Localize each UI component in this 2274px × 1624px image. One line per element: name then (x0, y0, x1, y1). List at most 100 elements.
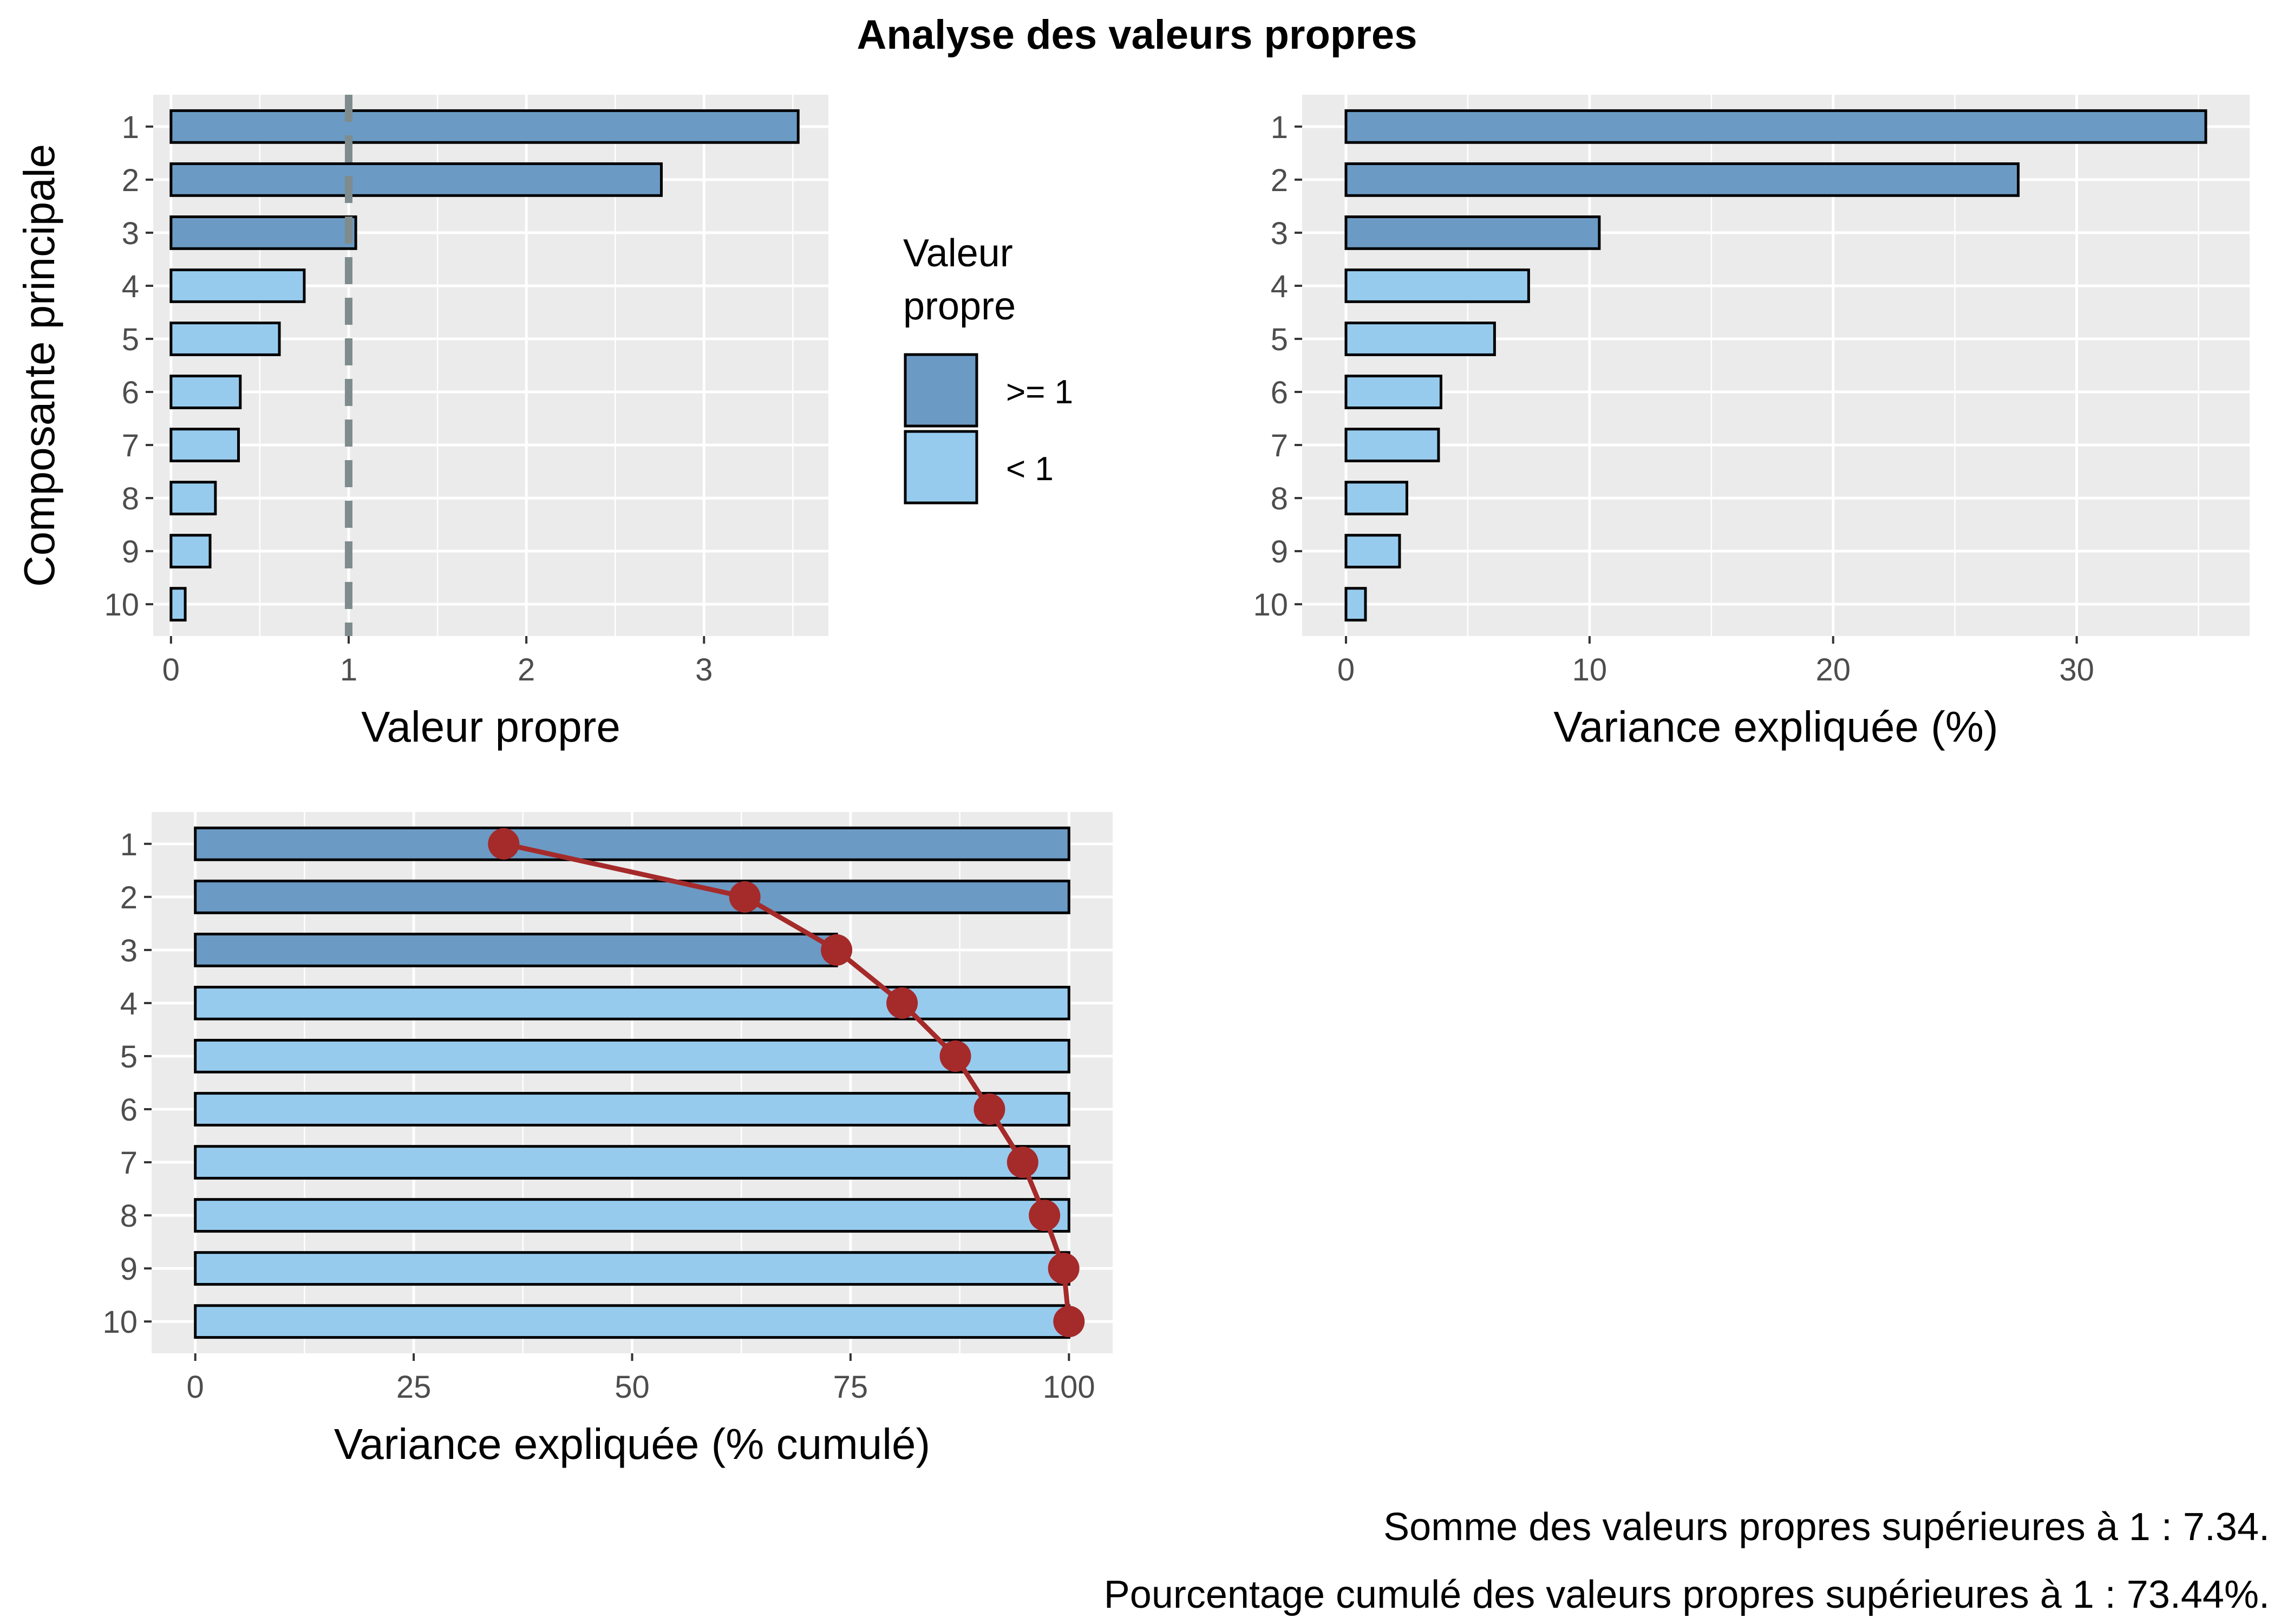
y-tick-label: 4 (122, 269, 139, 304)
bar-4 (169, 269, 306, 303)
legend-key-low (904, 430, 978, 505)
y-tick-label: 10 (104, 587, 139, 623)
y-tick-label: 2 (122, 163, 139, 198)
eigenvalue-panel: 1 2 3 4 5 6 7 8 9 10 0 1 2 3 Valeur propre Composante p… (15, 95, 828, 751)
bar-6 (194, 1092, 1070, 1127)
bar-8 (194, 1198, 1070, 1233)
bar-5 (194, 1039, 1070, 1073)
y-tick-label: 1 (122, 110, 139, 145)
bar-2 (169, 162, 663, 197)
y-tick-label: 9 (1271, 534, 1288, 569)
x-tick-label: 2 (518, 652, 535, 687)
x-tick-label: 30 (2059, 652, 2094, 687)
cumulative-line (503, 841, 1071, 1322)
legend: Valeur propre >= 1 < 1 (903, 232, 1073, 505)
bar-10 (169, 587, 187, 622)
legend-key-high (904, 353, 978, 428)
x-tick-label: 20 (1815, 652, 1851, 687)
bar-9 (169, 534, 212, 569)
y-tick-label: 7 (1271, 428, 1288, 463)
y-tick-label: 1 (120, 827, 138, 862)
y-tick-label: 9 (120, 1252, 138, 1287)
figure-title: Analyse des valeurs propres (857, 12, 1417, 58)
footer-line-1: Somme des valeurs propres supérieures à … (1383, 1505, 2270, 1549)
variance-panel: 1 2 3 4 5 6 7 8 9 10 0 10 20 30 Variance expliquée (%) (1253, 95, 2250, 751)
bar-10 (1344, 587, 1367, 622)
x-tick-label: 25 (396, 1370, 432, 1405)
bar-8 (1344, 481, 1408, 516)
bar-1 (194, 826, 1070, 861)
y-tick-label: 4 (120, 986, 138, 1021)
x-axis-title: Variance expliquée (%) (1553, 703, 1998, 751)
y-tick-label: 6 (120, 1092, 138, 1128)
bar-7 (1344, 428, 1440, 462)
x-tick-label: 0 (1337, 652, 1355, 687)
y-tick-label: 5 (120, 1039, 138, 1075)
x-tick-label: 75 (833, 1370, 868, 1405)
bar-2 (1344, 162, 2020, 197)
bar-7 (169, 428, 240, 462)
bar-2 (194, 879, 1070, 914)
bar-3 (169, 215, 357, 250)
x-tick-label: 0 (162, 652, 180, 687)
y-tick-label: 8 (120, 1199, 138, 1234)
bar-3 (194, 932, 838, 967)
y-tick-label: 1 (1271, 110, 1288, 145)
y-tick-label: 7 (122, 428, 139, 463)
y-tick-label: 6 (122, 375, 139, 410)
y-axis-title: Composante principale (15, 144, 63, 587)
x-tick-label: 100 (1043, 1370, 1095, 1405)
cumulative-point-2 (729, 881, 761, 913)
y-tick-label: 5 (1271, 322, 1288, 357)
bar-9 (194, 1251, 1070, 1286)
x-axis-title: Variance expliquée (% cumulé) (334, 1420, 930, 1468)
x-axis-title: Valeur propre (361, 703, 620, 751)
x-tick-label: 50 (615, 1370, 650, 1405)
bar-5 (1344, 322, 1496, 356)
legend-label-high: >= 1 (1006, 374, 1073, 411)
bar-6 (1344, 375, 1442, 409)
x-tick-label: 1 (340, 652, 357, 687)
footer-line-2: Pourcentage cumulé des valeurs propres s… (1104, 1573, 2270, 1616)
cumulative-point-1 (488, 828, 520, 860)
cumulative-point-5 (939, 1040, 971, 1072)
cumulative-point-8 (1029, 1200, 1061, 1232)
x-tick-label: 10 (1572, 652, 1608, 687)
cumulative-point-4 (886, 987, 918, 1019)
bar-1 (1344, 109, 2207, 144)
y-tick-label: 10 (102, 1305, 138, 1340)
bar-7 (194, 1145, 1070, 1180)
legend-label-low: < 1 (1006, 450, 1054, 488)
bar-10 (194, 1304, 1070, 1339)
y-tick-label: 4 (1271, 269, 1288, 304)
bar-3 (1344, 215, 1601, 250)
cumulative-point-9 (1048, 1253, 1080, 1285)
y-tick-label: 3 (1271, 216, 1288, 251)
cumulative-point-10 (1053, 1306, 1085, 1338)
cumulative-point-7 (1007, 1147, 1038, 1178)
legend-title-line1: Valeur (903, 232, 1013, 275)
cumulative-point-6 (973, 1093, 1005, 1125)
legend-title-line2: propre (903, 285, 1016, 328)
y-tick-label: 10 (1253, 587, 1288, 623)
y-tick-label: 9 (122, 534, 139, 569)
bar-4 (1344, 269, 1530, 303)
y-tick-label: 7 (120, 1145, 138, 1181)
y-tick-label: 8 (122, 481, 139, 516)
bar-9 (1344, 534, 1401, 569)
y-tick-label: 2 (120, 880, 138, 915)
y-tick-label: 8 (1271, 481, 1288, 516)
y-tick-label: 3 (120, 933, 138, 968)
x-tick-label: 0 (187, 1370, 204, 1405)
bar-8 (169, 481, 217, 516)
bar-6 (169, 375, 242, 409)
y-tick-label: 6 (1271, 375, 1288, 410)
bar-1 (169, 109, 800, 144)
y-tick-label: 2 (1271, 163, 1288, 198)
y-tick-label: 5 (122, 322, 139, 357)
x-tick-label: 3 (695, 652, 713, 687)
bar-4 (194, 986, 1070, 1020)
bar-5 (169, 322, 281, 356)
